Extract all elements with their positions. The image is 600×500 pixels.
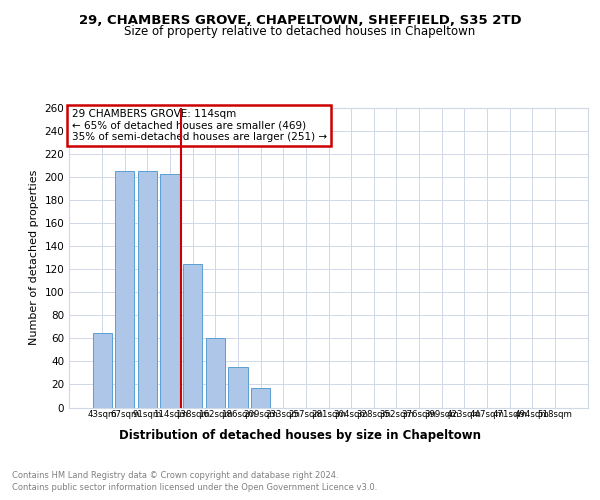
- Text: Distribution of detached houses by size in Chapeltown: Distribution of detached houses by size …: [119, 430, 481, 442]
- Text: Contains public sector information licensed under the Open Government Licence v3: Contains public sector information licen…: [12, 483, 377, 492]
- Text: Contains HM Land Registry data © Crown copyright and database right 2024.: Contains HM Land Registry data © Crown c…: [12, 471, 338, 480]
- Bar: [92, 332, 112, 407]
- Y-axis label: Number of detached properties: Number of detached properties: [29, 170, 39, 345]
- Text: 29 CHAMBERS GROVE: 114sqm
← 65% of detached houses are smaller (469)
35% of semi: 29 CHAMBERS GROVE: 114sqm ← 65% of detac…: [71, 109, 327, 142]
- Bar: [206, 338, 225, 407]
- Bar: [229, 367, 248, 408]
- Text: 29, CHAMBERS GROVE, CHAPELTOWN, SHEFFIELD, S35 2TD: 29, CHAMBERS GROVE, CHAPELTOWN, SHEFFIEL…: [79, 14, 521, 27]
- Text: Size of property relative to detached houses in Chapeltown: Size of property relative to detached ho…: [124, 25, 476, 38]
- Bar: [251, 388, 270, 407]
- Bar: [115, 171, 134, 408]
- Bar: [160, 174, 180, 408]
- Bar: [138, 171, 157, 408]
- Bar: [183, 264, 202, 408]
